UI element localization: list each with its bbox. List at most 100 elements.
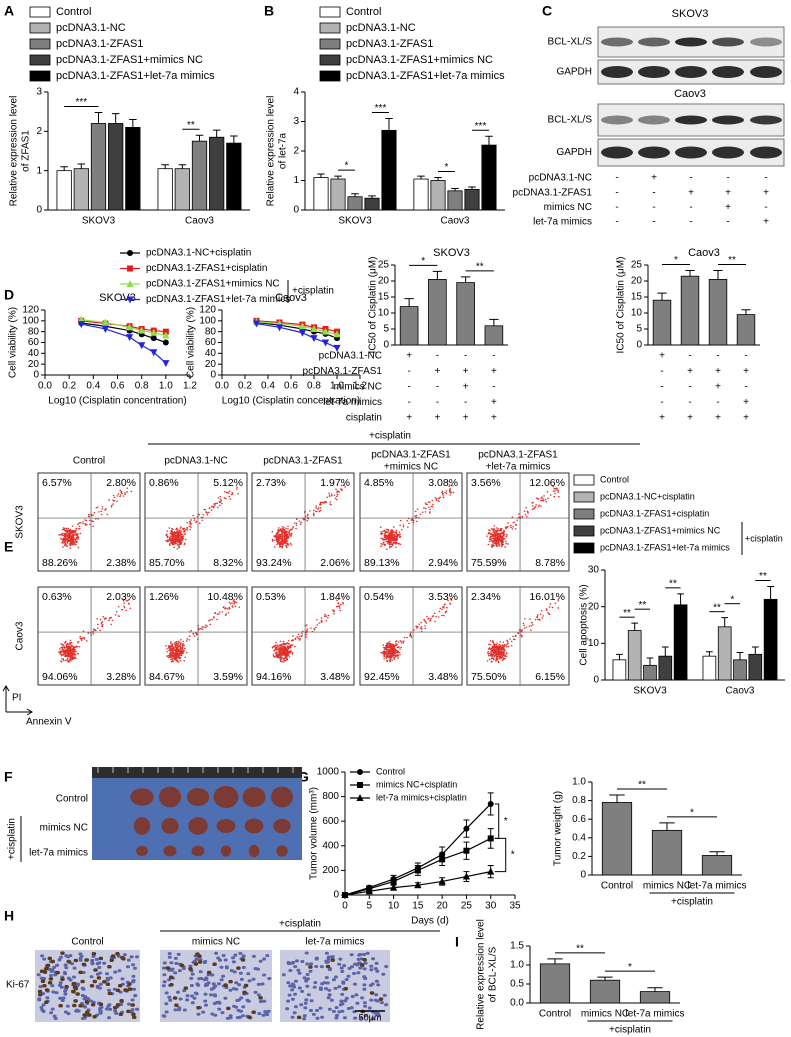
x-tick-label: Caov3 (185, 216, 214, 227)
error-bar (404, 298, 414, 307)
y-tick-label: 80 (28, 326, 40, 337)
blot-label: GAPDH (556, 67, 592, 78)
y-tick-label: 20 (588, 601, 600, 612)
nuclei (281, 951, 389, 1021)
legend-label: pcDNA3.1-ZFAS1+mimics NC (346, 54, 493, 66)
treatment-mark: - (652, 187, 655, 198)
row-label: Caov3 (15, 621, 26, 650)
flow-plot (251, 586, 355, 686)
treatment-mark: - (407, 382, 410, 393)
treatment-mark: + (463, 413, 469, 424)
legend-swatch (29, 54, 51, 66)
y-tick-label: 0 (593, 675, 599, 686)
group-label: +cisplatin (609, 1025, 651, 1036)
quadrant-percent: 94.16% (256, 671, 292, 683)
y-tick-label: 3 (293, 116, 299, 127)
error-bar (351, 193, 359, 197)
y-tick-label: 0.2 (572, 851, 586, 862)
x-tick-label: 0.6 (284, 381, 298, 392)
y-axis-label: Relative expression level (476, 919, 487, 1030)
data-point (487, 867, 495, 875)
flow-plot (359, 472, 463, 572)
legend-label: pcDNA3.1-NC (56, 22, 126, 34)
bar (413, 178, 429, 211)
quadrant-percent: 2.38% (106, 557, 136, 569)
column-header: Control (73, 456, 105, 467)
quadrant-percent: 3.53% (428, 591, 458, 603)
data-point (438, 877, 446, 885)
legend-swatch (29, 6, 51, 18)
quadrant-percent: 92.45% (364, 671, 400, 683)
error-bar (432, 270, 443, 280)
panel-letter: C (542, 3, 552, 19)
legend-label: Control (346, 6, 381, 18)
bar (484, 325, 504, 346)
error-bar (195, 134, 204, 142)
data-point (162, 339, 169, 346)
y-tick-label: 100 (22, 315, 39, 326)
y-tick-label: 0.0 (510, 998, 524, 1009)
y-tick-label: 0.4 (572, 832, 586, 843)
treatment-mark: - (716, 397, 719, 408)
bar (447, 190, 463, 211)
error-bar (659, 822, 675, 831)
x-axis-label: Log10 (Cisplatin concentration) (222, 396, 360, 407)
error-bar (767, 586, 774, 600)
treatment-mark: - (689, 217, 692, 228)
y-tick-label: 80 (205, 326, 217, 337)
treatment-mark: - (652, 202, 655, 213)
blot-band (712, 115, 744, 125)
x-tick-label: 0.6 (111, 381, 125, 392)
y-axis-label: IC50 of Cisplatin (μM) (368, 257, 379, 354)
treatment-mark: - (492, 351, 495, 362)
blot-band (750, 66, 782, 78)
y-axis-label: of BCL-XL/S (488, 946, 499, 1002)
column-header: Control (71, 937, 103, 948)
legend-label: Control (600, 474, 629, 484)
tumor (271, 786, 293, 808)
treatment-mark: - (436, 382, 439, 393)
error-bar (547, 958, 563, 964)
y-axis-label: Tumor weight (g) (553, 791, 564, 866)
error-bar (77, 163, 86, 169)
x-tick-label: 1.2 (353, 381, 367, 392)
tumor (191, 845, 205, 857)
data-point (414, 867, 421, 874)
legend-label: pcDNA3.1-ZFAS1+let-7a mimics (600, 542, 730, 552)
treatment-mark: - (660, 366, 663, 377)
y-tick-label: 5 (383, 324, 389, 335)
treatment-mark: - (660, 382, 663, 393)
error-bar (60, 166, 68, 171)
quadrant-percent: 3.48% (320, 671, 350, 683)
tumor (216, 818, 236, 834)
error-bar (178, 164, 187, 169)
treatment-label: pcDNA3.1-ZFAS1 (513, 187, 593, 198)
x-tick-label: 0.8 (307, 381, 321, 392)
bar (763, 598, 778, 681)
series-line (81, 323, 167, 364)
data-point (365, 887, 373, 895)
treatment-mark: + (743, 366, 749, 377)
bar (330, 178, 346, 211)
bar (612, 659, 627, 681)
axis-arrow (2, 685, 33, 716)
y-tick-label: 600 (322, 816, 339, 827)
bar (702, 655, 717, 681)
treatment-mark: + (659, 351, 665, 362)
treatment-mark: - (464, 397, 467, 408)
bar (90, 123, 107, 211)
data-point (77, 321, 85, 329)
treatment-mark: + (715, 413, 721, 424)
y-tick-label: 15 (378, 292, 390, 303)
x-axis-label: Log10 (Cisplatin concentration) (48, 396, 186, 407)
quadrant-percent: 85.70% (149, 557, 185, 569)
blot-band (638, 146, 670, 159)
y-tick-label: 800 (322, 791, 339, 802)
quadrant-percent: 8.78% (535, 557, 565, 569)
treatment-mark: + (434, 366, 440, 377)
data-point (252, 320, 261, 328)
significance-label: ** (576, 944, 584, 955)
x-tick-label: 10 (388, 901, 400, 912)
treatment-mark: + (743, 397, 749, 408)
legend-marker (356, 794, 364, 801)
